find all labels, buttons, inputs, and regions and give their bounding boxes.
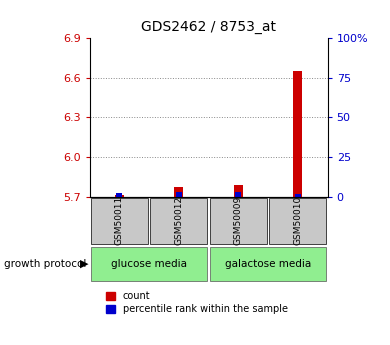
Bar <box>295 194 301 197</box>
Text: GSM50011: GSM50011 <box>115 196 124 245</box>
Bar <box>234 185 243 197</box>
Bar <box>176 192 182 197</box>
Text: growth protocol: growth protocol <box>4 259 86 269</box>
Bar <box>115 195 124 197</box>
Bar <box>91 198 148 244</box>
Bar <box>236 192 241 197</box>
Text: galactose media: galactose media <box>225 259 311 269</box>
Bar <box>117 193 122 197</box>
Bar <box>293 71 302 197</box>
Text: GSM50010: GSM50010 <box>293 196 302 245</box>
Title: GDS2462 / 8753_at: GDS2462 / 8753_at <box>141 20 276 34</box>
Bar <box>91 247 207 281</box>
Bar <box>210 198 267 244</box>
Legend: count, percentile rank within the sample: count, percentile rank within the sample <box>106 291 288 314</box>
Bar <box>269 198 326 244</box>
Text: glucose media: glucose media <box>111 259 187 269</box>
Bar <box>210 247 326 281</box>
Text: ▶: ▶ <box>80 259 89 269</box>
Bar <box>151 198 207 244</box>
Text: GSM50012: GSM50012 <box>174 196 183 245</box>
Text: GSM50009: GSM50009 <box>234 196 243 245</box>
Bar <box>174 187 183 197</box>
